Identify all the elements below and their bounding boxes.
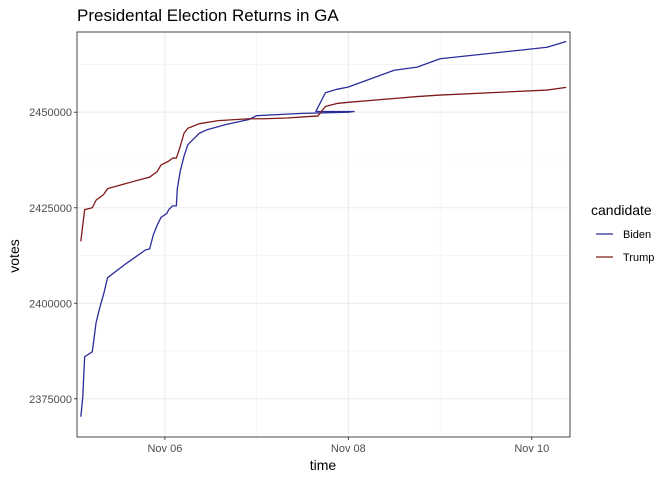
legend-label-biden: Biden	[623, 229, 651, 241]
major-gridlines	[77, 32, 570, 437]
x-tick-label: Nov 06	[147, 443, 182, 455]
y-tick-label: 2400000	[29, 298, 72, 310]
legend-title: candidate	[591, 202, 652, 218]
y-tick-label: 2425000	[29, 203, 72, 215]
y-axis-title: votes	[6, 239, 22, 272]
series-line-trump	[80, 86, 567, 242]
x-tick-label: Nov 10	[514, 443, 549, 455]
series-lines	[80, 40, 567, 417]
minor-gridlines	[77, 32, 570, 437]
x-axis-title: time	[310, 457, 337, 473]
y-tick-label: 2375000	[29, 394, 72, 406]
x-tick-label: Nov 08	[331, 443, 366, 455]
chart-title: Presidental Election Returns in GA	[77, 6, 339, 25]
y-tick-label: 2450000	[29, 107, 72, 119]
series-line-biden	[80, 40, 567, 417]
legend-label-trump: Trump	[623, 252, 654, 264]
legend-items: Biden Trump	[596, 229, 654, 264]
plot-panel-border	[76, 31, 571, 438]
legend: candidate Biden Trump	[591, 202, 654, 264]
y-axis: 2375000 2400000 2425000 2450000	[29, 107, 77, 406]
plot-panel-background	[77, 32, 570, 437]
plot-panel	[76, 31, 571, 438]
x-axis: Nov 06 Nov 08 Nov 10	[147, 437, 549, 455]
